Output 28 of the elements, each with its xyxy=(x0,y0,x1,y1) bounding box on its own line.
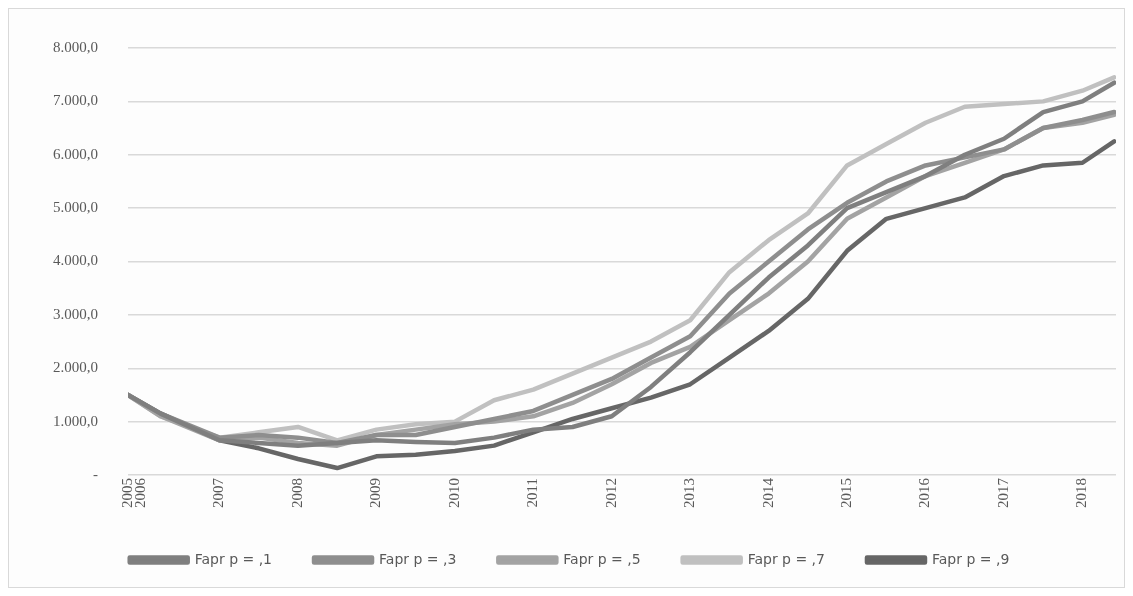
y-tick-label: 7.000,0 xyxy=(53,92,98,109)
x-tick-label: 2011 xyxy=(524,478,541,508)
y-tick-label: 5.000,0 xyxy=(53,199,98,216)
x-tick-label: 2008 xyxy=(288,478,305,508)
x-tick-label: 2006 xyxy=(132,477,149,508)
x-tick-label: 2015 xyxy=(838,478,855,508)
x-tick-label: 2010 xyxy=(445,478,462,508)
y-tick-label: 8.000,0 xyxy=(53,38,98,55)
y-tick-label: 4.000,0 xyxy=(53,252,98,269)
y-tick-label: 2.000,0 xyxy=(53,359,98,376)
x-tick-label: 2017 xyxy=(994,477,1011,508)
x-tick-label: 2013 xyxy=(681,478,698,508)
legend-label: Fapr p = ,3 xyxy=(379,550,457,567)
x-tick-label: 2009 xyxy=(367,478,384,508)
y-tick-label: 6.000,0 xyxy=(53,145,98,162)
x-tick-label: 2014 xyxy=(759,477,776,508)
x-tick-label: 2005 xyxy=(118,478,135,508)
legend-label: Fapr p = ,9 xyxy=(931,550,1010,567)
x-tick-label: 2007 xyxy=(210,477,227,508)
y-tick-label: - xyxy=(93,465,98,482)
x-tick-label: 2016 xyxy=(916,477,933,508)
legend-label: Fapr p = ,5 xyxy=(563,550,641,567)
x-tick-label: 2012 xyxy=(602,478,619,508)
y-tick-label: 1.000,0 xyxy=(53,412,98,429)
y-tick-label: 3.000,0 xyxy=(53,305,98,322)
x-tick-label: 2018 xyxy=(1073,478,1090,508)
legend-label: Fapr p = ,7 xyxy=(747,550,825,567)
legend-label: Fapr p = ,1 xyxy=(194,550,273,567)
